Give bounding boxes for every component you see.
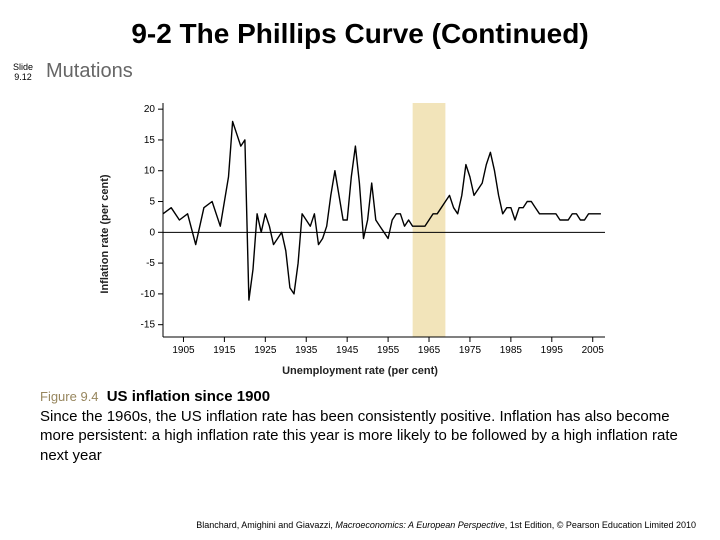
sub-header: Slide 9.12 Mutations bbox=[0, 60, 720, 83]
svg-text:1905: 1905 bbox=[172, 345, 195, 356]
inflation-line-chart: -15 -10 -5 0 5 10 15 20 1905 1915 1925 1935 1945 1955… bbox=[105, 89, 615, 379]
svg-text:1975: 1975 bbox=[459, 345, 482, 356]
svg-text:1985: 1985 bbox=[500, 345, 523, 356]
figure-label: Figure 9.4 bbox=[40, 389, 99, 404]
svg-text:-15: -15 bbox=[141, 320, 156, 331]
svg-text:15: 15 bbox=[144, 135, 156, 146]
caption-body: Since the 1960s, the US inflation rate h… bbox=[40, 408, 678, 464]
chart-container: -15 -10 -5 0 5 10 15 20 1905 1915 1925 1935 1945 1955… bbox=[0, 89, 720, 379]
svg-text:-5: -5 bbox=[146, 258, 155, 269]
svg-text:10: 10 bbox=[144, 166, 156, 177]
svg-text:5: 5 bbox=[149, 197, 155, 208]
footer-authors: Blanchard, Amighini and Giavazzi, bbox=[196, 520, 335, 530]
figure-caption: Figure 9.4 US inflation since 1900 Since… bbox=[0, 379, 720, 465]
svg-text:0: 0 bbox=[149, 227, 155, 238]
svg-text:1955: 1955 bbox=[377, 345, 400, 356]
slide-number: Slide 9.12 bbox=[0, 61, 46, 83]
chart-svg: -15 -10 -5 0 5 10 15 20 1905 1915 1925 1935 1945 1955… bbox=[105, 89, 615, 379]
svg-text:1935: 1935 bbox=[295, 345, 318, 356]
slide: 9-2 The Phillips Curve (Continued) Slide… bbox=[0, 0, 720, 540]
footer-book: Macroeconomics: A European Perspective bbox=[335, 520, 504, 530]
section-subtitle: Mutations bbox=[46, 60, 133, 83]
svg-text:1945: 1945 bbox=[336, 345, 359, 356]
svg-text:1995: 1995 bbox=[541, 345, 564, 356]
caption-title: US inflation since 1900 bbox=[107, 388, 270, 405]
x-axis-label: Unemployment rate (per cent) bbox=[105, 365, 615, 377]
svg-text:2005: 2005 bbox=[582, 345, 605, 356]
page-title: 9-2 The Phillips Curve (Continued) bbox=[0, 0, 720, 50]
footer-rest: , 1st Edition, © Pearson Education Limit… bbox=[505, 520, 696, 530]
svg-text:-10: -10 bbox=[141, 289, 156, 300]
svg-text:1965: 1965 bbox=[418, 345, 441, 356]
svg-text:1925: 1925 bbox=[254, 345, 277, 356]
svg-text:20: 20 bbox=[144, 104, 156, 115]
slide-number-line2: 9.12 bbox=[14, 72, 32, 82]
svg-text:1915: 1915 bbox=[213, 345, 236, 356]
footer-credit: Blanchard, Amighini and Giavazzi, Macroe… bbox=[196, 520, 696, 530]
slide-number-line1: Slide bbox=[13, 62, 33, 72]
y-axis-label: Inflation rate (per cent) bbox=[99, 134, 111, 334]
